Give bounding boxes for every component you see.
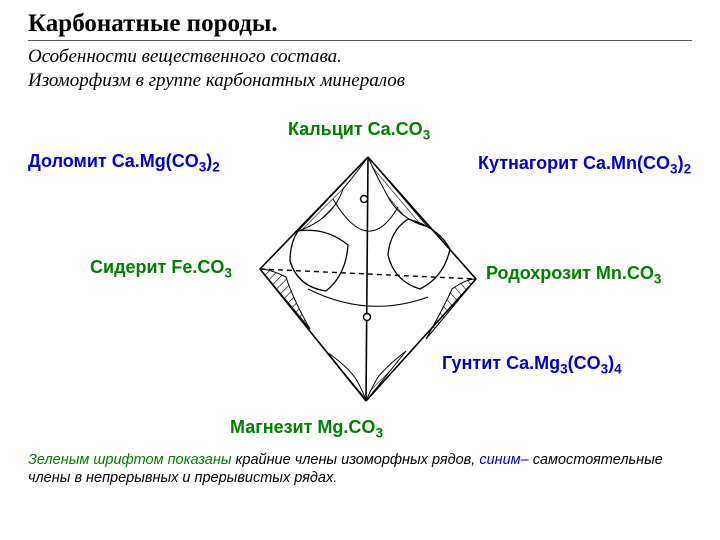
tetrahedron-diagram	[238, 149, 498, 409]
diagram-area: Кальцит Ca.CO3 Доломит Ca.Mg(CO3)2 Кутна…	[28, 107, 692, 447]
label-calcite: Кальцит Ca.CO3	[288, 119, 430, 143]
label-magnesite: Магнезит Mg.CO3	[230, 417, 383, 441]
label-dolomite: Доломит Ca.Mg(CO3)2	[28, 151, 220, 175]
label-siderite: Сидерит Fe.CO3	[90, 257, 232, 281]
legend-text: Зеленым шрифтом показаны крайние члены и…	[28, 451, 692, 489]
subtitle-2: Изоморфизм в группе карбонатных минерало…	[28, 69, 692, 93]
label-kutnahorite: Кутнагорит Ca.Mn(CO3)2	[478, 153, 691, 177]
subtitle-1: Особенности вещественного состава.	[28, 45, 692, 69]
page-title: Карбонатные породы.	[28, 10, 692, 38]
title-divider	[28, 40, 692, 41]
label-rhodochrosite: Родохрозит Mn.CO3	[486, 263, 661, 287]
